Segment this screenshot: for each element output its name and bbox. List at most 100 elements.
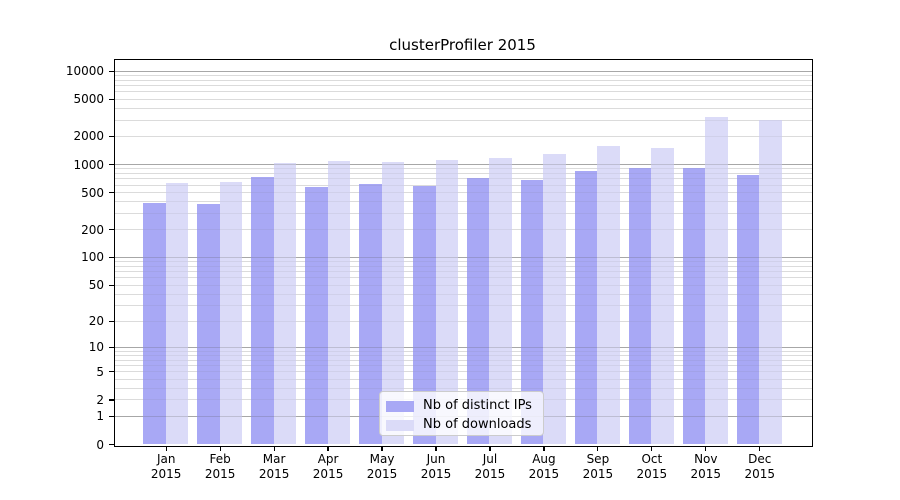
gridline-major-overlay [115,346,812,348]
gridline-minor [115,261,812,263]
legend-swatch-downloads-icon [386,419,414,431]
gridline-minor-overlay [115,229,812,231]
gridline-minor [115,277,812,279]
gridline-minor [115,359,812,361]
y-tick-mark [109,346,114,348]
x-tick-label: Dec 2015 [744,452,776,481]
bar-downloads [435,159,458,444]
gridline-major [115,70,812,72]
x-tick-mark [543,446,545,451]
bar-downloads [489,158,512,444]
y-tick-label: 5 [96,364,104,379]
gridline-minor-overlay [115,119,812,121]
gridline-minor [115,212,812,214]
x-tick-mark [651,446,653,451]
gridline-minor [115,293,812,295]
y-tick-mark [109,163,114,166]
gridline-minor [115,350,812,352]
x-tick-mark [327,446,329,451]
y-tick-mark [109,229,114,231]
x-tick-mark [273,446,275,451]
bar-distinct-ips [305,186,328,444]
x-tick-label: Apr 2015 [312,452,344,481]
y-tick-label: 10 [88,340,104,355]
bar-distinct-ips [413,186,436,444]
bar-distinct-ips [197,204,220,444]
gridline-minor-overlay [115,320,812,322]
bar-downloads [759,119,782,444]
gridline-minor-overlay [115,271,812,273]
x-tick-mark [705,446,707,451]
gridline-minor [115,265,812,267]
gridline-minor-overlay [115,135,812,137]
y-tick-label: 500 [81,185,104,200]
legend-label-downloads: Nb of downloads [423,417,532,432]
gridline-minor [115,173,812,175]
gridline-minor-overlay [115,304,812,306]
gridline-major-overlay [115,256,812,258]
gridline-minor-overlay [115,173,812,175]
legend-row-downloads: Nb of downloads [386,416,543,434]
y-tick-mark [109,371,114,373]
gridline-minor [115,91,812,93]
gridline-minor [115,378,812,380]
gridline-major-overlay [115,70,812,72]
bar-distinct-ips [520,179,544,444]
bar-downloads [165,182,189,444]
gridline-minor [115,135,812,137]
y-tick-label: 1000 [73,157,104,172]
bar-downloads [327,160,351,444]
y-tick-label: 5000 [73,92,104,107]
bar-distinct-ips [628,167,652,444]
x-tick-mark [597,446,599,451]
bar-downloads [381,161,405,444]
gridline-major-overlay [115,164,812,166]
bar-downloads [597,145,620,444]
gridline-minor-overlay [115,284,812,286]
gridline-minor [115,107,812,109]
bar-downloads [705,117,728,444]
y-tick-mark [109,320,114,322]
gridline-major [115,346,812,348]
gridline-minor [115,387,812,389]
x-tick-label: Mar 2015 [258,452,290,481]
y-tick-mark [109,415,114,417]
x-tick-mark [435,446,437,451]
x-tick-label: Jan 2015 [150,452,182,481]
gridline-minor-overlay [115,265,812,267]
gridline-major [115,164,812,166]
gridline-minor [115,178,812,180]
y-tick-label: 20 [88,314,104,329]
legend-label-distinct-ips: Nb of distinct IPs [423,398,532,413]
y-tick-label: 10000 [65,64,104,79]
x-tick-label: Sep 2015 [582,452,614,481]
y-tick-label: 100 [81,250,104,265]
gridline-minor-overlay [115,293,812,295]
legend-row-distinct-ips: Nb of distinct IPs [386,397,543,415]
gridline-minor-overlay [115,192,812,194]
legend: Nb of distinct IPs Nb of downloads [379,391,544,436]
gridline-minor [115,365,812,367]
bar-downloads [273,163,297,444]
gridline-minor-overlay [115,98,812,100]
bar-downloads [543,154,566,444]
gridline-minor-overlay [115,168,812,170]
y-tick-mark [109,98,114,100]
gridline-major [115,256,812,258]
bar-distinct-ips [736,174,760,444]
gridline-minor [115,354,812,356]
bar-downloads [651,147,674,444]
y-tick-label: 1 [96,409,104,424]
gridline-minor-overlay [115,371,812,373]
y-tick-mark [109,192,114,194]
gridline-minor-overlay [115,261,812,263]
gridline-minor-overlay [115,350,812,352]
gridline-minor [115,320,812,322]
gridline-minor [115,371,812,373]
y-tick-label: 0 [96,437,104,452]
x-tick-label: Jul 2015 [474,452,506,481]
bar-downloads [219,182,243,444]
y-tick-label: 2 [96,392,104,407]
x-tick-label: Nov 2015 [690,452,722,481]
